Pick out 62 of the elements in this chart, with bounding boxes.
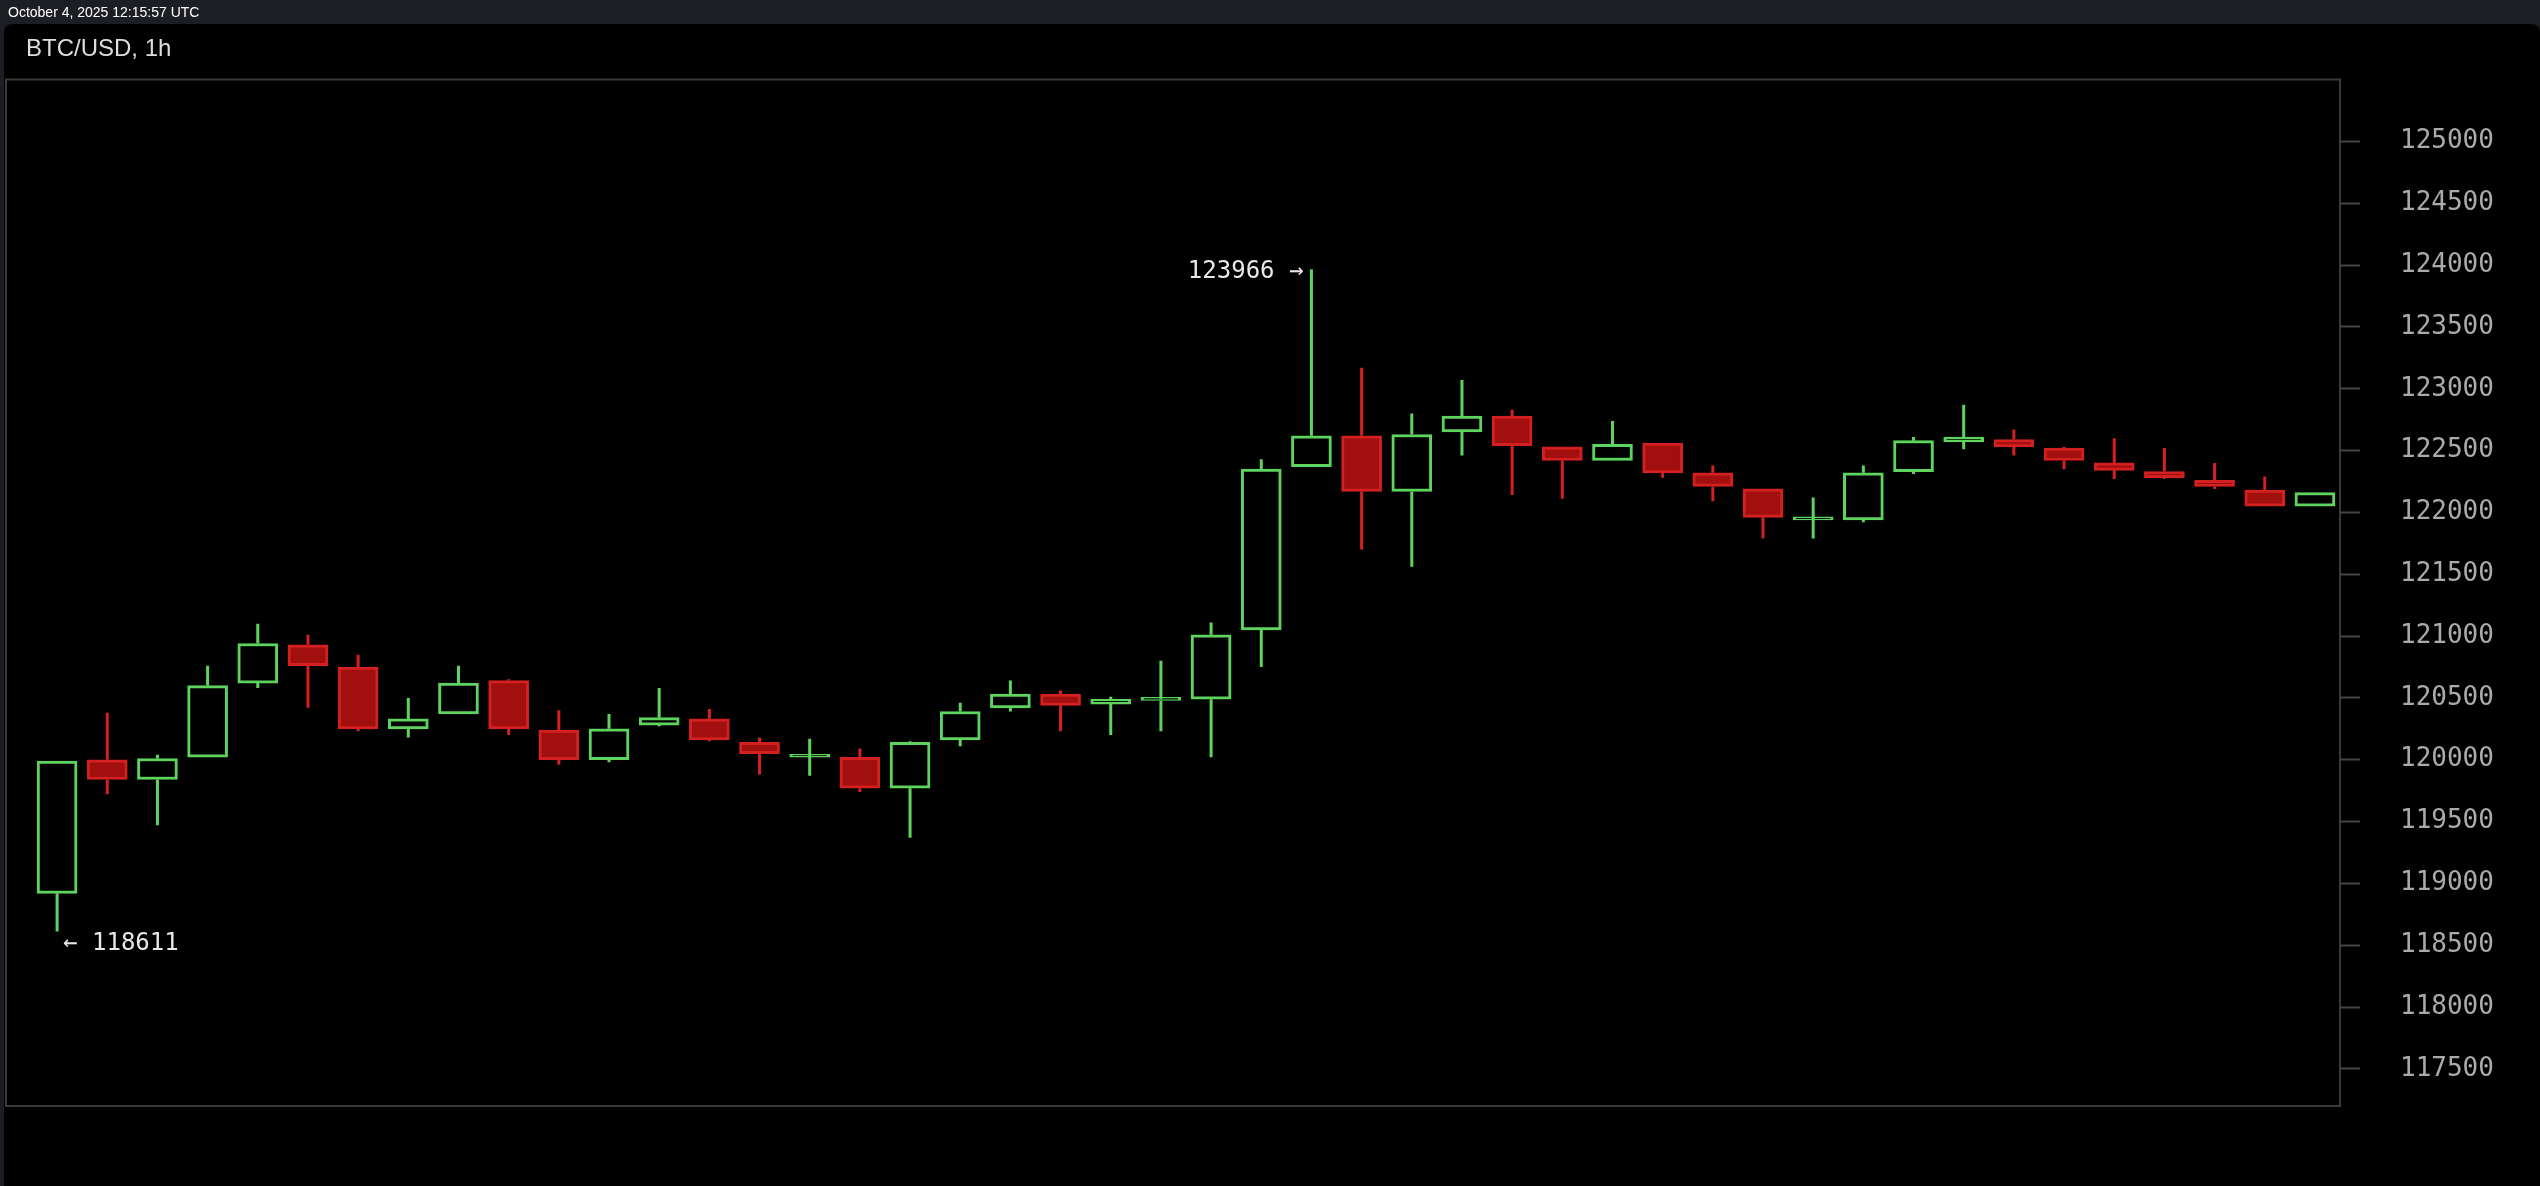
y-tick-label: 118500 <box>2400 927 2494 958</box>
candlestick <box>1541 446 1583 499</box>
candlestick <box>1692 465 1734 502</box>
candlestick <box>137 754 178 826</box>
candlestick <box>1943 404 1985 450</box>
candlestick <box>1592 419 1633 461</box>
y-tick-label: 120500 <box>2400 680 2494 711</box>
annotation: 123966 → <box>1187 255 1304 284</box>
y-tick-label: 119500 <box>2400 804 2494 835</box>
candlestick <box>689 709 730 741</box>
text: October 4, 2025 12:15:57 UTC <box>7 3 200 22</box>
candlestick <box>1843 465 1884 523</box>
y-tick-label: 125000 <box>2400 124 2494 155</box>
y-tick-label: 123500 <box>2400 309 2494 340</box>
candlestick <box>1090 696 1132 736</box>
y-tick-label: 123000 <box>2400 371 2494 402</box>
candlestick <box>1341 367 1382 550</box>
candlestick <box>990 680 1031 712</box>
candlestick <box>237 623 279 689</box>
candlestick <box>839 748 881 792</box>
candlestick <box>1391 413 1433 567</box>
y-tick-label: 122500 <box>2400 433 2494 464</box>
candlestick <box>939 702 981 747</box>
candlestick <box>1993 429 2035 456</box>
candlestick <box>1491 409 1533 496</box>
candlestick <box>1742 488 1784 539</box>
y-tick-label: 121500 <box>2400 557 2494 587</box>
y-tick-label: 124000 <box>2400 247 2494 278</box>
candlestick <box>588 713 630 763</box>
y-tick-label: 124500 <box>2400 186 2494 217</box>
candlestick <box>2294 492 2336 507</box>
candlestick <box>187 664 228 758</box>
candlestick <box>739 737 780 775</box>
annotation: ← 118611 <box>63 927 179 956</box>
candlestick <box>1642 442 1683 478</box>
y-tick-label: 118000 <box>2400 989 2494 1020</box>
y-tick-label: 122000 <box>2400 495 2494 526</box>
candlestick <box>1040 690 1081 732</box>
chart-title: BTC/USD, 1h <box>26 34 172 62</box>
candlestick <box>1190 622 1232 758</box>
candlestick <box>2194 462 2235 489</box>
candlestick <box>789 738 831 776</box>
y-tick-label: 117500 <box>2400 1051 2494 1082</box>
candlestick <box>1893 436 1934 475</box>
candlestick <box>1291 269 1332 467</box>
candlestick <box>36 760 78 932</box>
candlestick <box>638 688 680 726</box>
candlestick <box>538 710 580 765</box>
candlestick <box>2043 447 2085 470</box>
y-tick-label: 120000 <box>2400 742 2494 773</box>
candlestick <box>1792 497 1834 539</box>
candlestick <box>337 654 379 732</box>
candlestick <box>438 664 479 715</box>
candlestick <box>2093 438 2135 480</box>
candlestick <box>86 712 128 795</box>
candlestick <box>2244 476 2286 507</box>
candlestick <box>2144 448 2185 479</box>
y-tick-label: 121000 <box>2400 618 2494 649</box>
y-tick-label: 119000 <box>2400 866 2494 897</box>
candlestick <box>1441 380 1483 456</box>
candlestick <box>1240 459 1282 667</box>
candlestick <box>287 634 329 708</box>
